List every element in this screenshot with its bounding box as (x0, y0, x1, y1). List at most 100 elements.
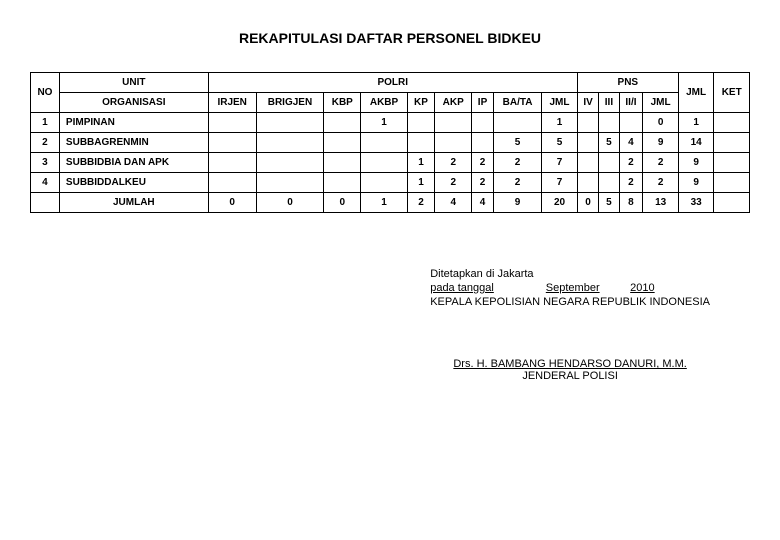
cell: 8 (619, 193, 643, 213)
col-unit: UNIT (59, 73, 208, 93)
col-organisasi: ORGANISASI (59, 93, 208, 113)
cell-total-label: JUMLAH (59, 193, 208, 213)
cell (435, 133, 472, 153)
table-total-row: JUMLAH 0 0 0 1 2 4 4 9 20 0 5 8 13 33 (31, 193, 750, 213)
cell (714, 153, 750, 173)
col-no: NO (31, 73, 60, 113)
cell: 33 (678, 193, 714, 213)
cell: 4 (472, 193, 494, 213)
cell: 2 (493, 173, 541, 193)
cell: 7 (542, 173, 578, 193)
col-polri: POLRI (208, 73, 577, 93)
col-akp: AKP (435, 93, 472, 113)
cell (324, 153, 361, 173)
cell: 13 (643, 193, 679, 213)
col-pns: PNS (577, 73, 678, 93)
cell (577, 133, 599, 153)
cell-no: 3 (31, 153, 60, 173)
cell: 2 (435, 153, 472, 173)
cell: 2 (619, 173, 643, 193)
sig-date-label: pada tanggal (430, 282, 494, 294)
cell-no: 2 (31, 133, 60, 153)
cell: 1 (542, 113, 578, 133)
table-row: 1 PIMPINAN 1 1 0 1 (31, 113, 750, 133)
cell: 4 (619, 133, 643, 153)
cell (714, 173, 750, 193)
cell (407, 133, 434, 153)
cell: 2 (472, 173, 494, 193)
col-jml: JML (542, 93, 578, 113)
cell (256, 133, 324, 153)
cell: 1 (678, 113, 714, 133)
cell-org: SUBBIDDALKEU (59, 173, 208, 193)
cell (361, 153, 407, 173)
sig-name: Drs. H. BAMBANG HENDARSO DANURI, M.M. (453, 358, 686, 370)
cell-org: SUBBIDBIA DAN APK (59, 153, 208, 173)
cell: 0 (208, 193, 256, 213)
col-bata: BA/TA (493, 93, 541, 113)
page-title: REKAPITULASI DAFTAR PERSONEL BIDKEU (30, 30, 750, 46)
cell (493, 113, 541, 133)
cell-org: SUBBAGRENMIN (59, 133, 208, 153)
cell: 1 (407, 173, 434, 193)
col-iv: IV (577, 93, 599, 113)
cell (619, 113, 643, 133)
sig-month: September (546, 282, 600, 294)
cell: 1 (361, 193, 407, 213)
cell: 2 (643, 173, 679, 193)
cell: 2 (493, 153, 541, 173)
cell: 5 (542, 133, 578, 153)
cell: 9 (643, 133, 679, 153)
cell: 2 (643, 153, 679, 173)
cell (208, 173, 256, 193)
sig-date-line: pada tanggal September 2010 (430, 282, 710, 294)
cell: 14 (678, 133, 714, 153)
table-row: 2 SUBBAGRENMIN 5 5 5 4 9 14 (31, 133, 750, 153)
cell: 7 (542, 153, 578, 173)
cell (256, 173, 324, 193)
col-kp: KP (407, 93, 434, 113)
col-iii-i: II/I (619, 93, 643, 113)
cell (256, 113, 324, 133)
col-brigjen: BRIGJEN (256, 93, 324, 113)
cell-org: PIMPINAN (59, 113, 208, 133)
cell (361, 133, 407, 153)
cell: 4 (435, 193, 472, 213)
col-ip: IP (472, 93, 494, 113)
col-ket: KET (714, 73, 750, 113)
cell (208, 133, 256, 153)
cell: 5 (493, 133, 541, 153)
cell: 2 (435, 173, 472, 193)
cell: 9 (678, 173, 714, 193)
cell: 0 (324, 193, 361, 213)
sig-rank: JENDERAL POLISI (522, 370, 618, 382)
cell (435, 113, 472, 133)
cell: 0 (256, 193, 324, 213)
col-jml-total: JML (678, 73, 714, 113)
cell (208, 153, 256, 173)
cell (472, 113, 494, 133)
col-akbp: AKBP (361, 93, 407, 113)
cell (208, 113, 256, 133)
cell: 9 (678, 153, 714, 173)
cell (599, 173, 619, 193)
sig-year: 2010 (630, 282, 654, 294)
cell: 1 (407, 153, 434, 173)
cell (714, 113, 750, 133)
cell (324, 113, 361, 133)
cell: 2 (407, 193, 434, 213)
table-row: 4 SUBBIDDALKEU 1 2 2 2 7 2 2 9 (31, 173, 750, 193)
cell-no: 4 (31, 173, 60, 193)
cell: 9 (493, 193, 541, 213)
personnel-table: NO UNIT POLRI PNS JML KET ORGANISASI IRJ… (30, 72, 750, 213)
cell: 20 (542, 193, 578, 213)
cell (407, 113, 434, 133)
cell (577, 173, 599, 193)
col-iii: III (599, 93, 619, 113)
sig-location: Ditetapkan di Jakarta (430, 268, 710, 280)
cell (599, 113, 619, 133)
cell (256, 153, 324, 173)
cell (577, 113, 599, 133)
cell: 0 (577, 193, 599, 213)
cell-no: 1 (31, 113, 60, 133)
